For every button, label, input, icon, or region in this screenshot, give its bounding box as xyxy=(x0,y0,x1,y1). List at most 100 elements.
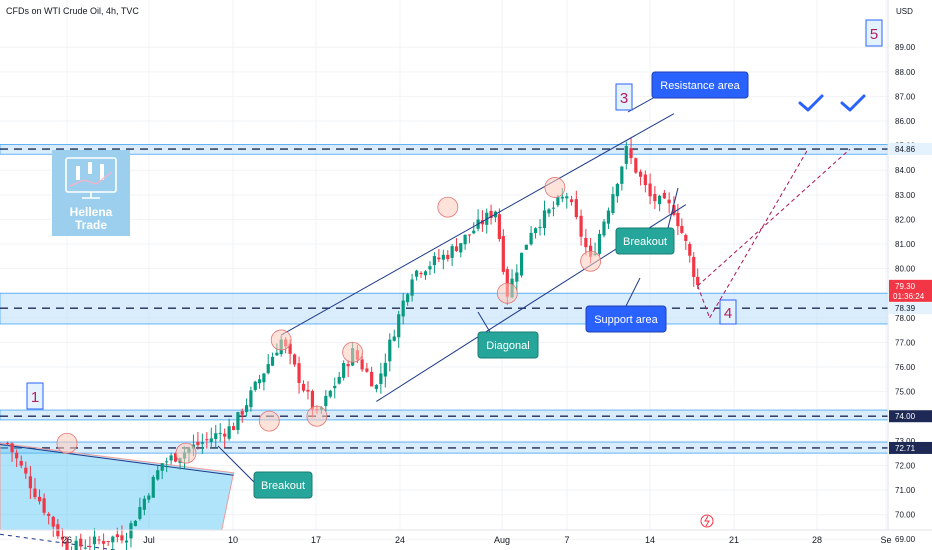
y-tick-label: 81.00 xyxy=(895,240,916,249)
x-tick-label: 17 xyxy=(311,535,321,545)
logo-line-1: Hellena xyxy=(70,205,113,219)
candle-body xyxy=(696,276,700,286)
candle-body xyxy=(406,294,410,303)
candle-body xyxy=(244,405,249,413)
candle-body xyxy=(432,256,437,266)
candle-body xyxy=(5,442,10,444)
price-tag xyxy=(889,302,932,315)
candle-body xyxy=(47,513,51,516)
candle-body xyxy=(42,498,46,513)
candle-body xyxy=(392,336,396,341)
candle-body xyxy=(124,540,129,543)
candle-body xyxy=(169,455,173,461)
candle-body xyxy=(151,476,155,498)
svg-text:4: 4 xyxy=(724,305,732,322)
price-axis[interactable]: USD 69.00 70.00 71.00 72.00 73.00 74.00 75.00 76… xyxy=(887,0,932,550)
price-tag xyxy=(889,143,932,156)
level-zone xyxy=(0,409,889,421)
candle-body xyxy=(19,460,23,466)
candle-body xyxy=(83,547,87,549)
candle-body xyxy=(615,183,619,197)
candle-body xyxy=(306,389,310,392)
y-tick-label: 72.00 xyxy=(895,461,916,470)
candle-body xyxy=(266,364,270,374)
y-tick-label: 76.00 xyxy=(895,363,916,372)
candle-body xyxy=(51,516,55,527)
currency-label: USD xyxy=(896,7,913,16)
candle-body xyxy=(232,426,236,431)
current-price-tag xyxy=(889,279,932,302)
candle-body xyxy=(236,412,240,430)
price-tag-label: 78.39 xyxy=(895,304,916,313)
candle-body xyxy=(346,364,350,367)
candle-body xyxy=(292,354,297,365)
candle-body xyxy=(79,538,83,547)
candle-body xyxy=(10,443,14,453)
projection-line xyxy=(697,148,851,287)
candle-body xyxy=(538,226,542,228)
candle-body xyxy=(383,362,387,377)
candle-body xyxy=(310,391,315,410)
candle-body xyxy=(680,225,684,233)
candle-body xyxy=(218,432,222,434)
breakout-bottom-pointer xyxy=(217,445,257,485)
candle-body xyxy=(65,541,69,550)
candle-body xyxy=(388,339,392,362)
lightning-icon[interactable] xyxy=(700,514,714,528)
candle-body xyxy=(88,546,92,548)
x-tick-label: 7 xyxy=(564,535,569,545)
resistance-area-label: Resistance area xyxy=(651,71,749,99)
candle-body xyxy=(360,359,364,370)
candle-body xyxy=(410,279,414,296)
candle-body xyxy=(270,356,275,366)
candle-body xyxy=(684,235,688,241)
candle-body xyxy=(379,373,383,385)
countdown-label: 01:36:24 xyxy=(893,292,925,301)
x-tick-label: 28 xyxy=(812,535,822,545)
candle-body xyxy=(138,507,142,519)
candle-body xyxy=(423,271,428,276)
candle-body xyxy=(257,379,262,384)
candle-body xyxy=(133,520,138,527)
candle-body xyxy=(688,243,692,256)
candle-body xyxy=(115,534,119,538)
time-axis[interactable]: 26 Jul 10 17 24 Aug 7 14 21 28 Se xyxy=(0,529,932,545)
swing-highlight xyxy=(342,341,364,363)
svg-text:Breakout: Breakout xyxy=(623,236,667,248)
zones xyxy=(0,143,889,550)
candle-body xyxy=(441,254,445,260)
y-tick-label: 70.00 xyxy=(895,511,916,520)
candle-body xyxy=(672,205,676,215)
candle-body xyxy=(515,272,519,282)
candle-body xyxy=(165,461,169,463)
projection-line xyxy=(697,285,711,318)
triangle-top-line xyxy=(0,444,234,476)
candle-body xyxy=(419,272,423,275)
swing-highlight xyxy=(175,442,197,464)
candle-body xyxy=(28,476,32,489)
projection-line xyxy=(709,148,809,319)
candle-body xyxy=(173,453,178,462)
candle-body xyxy=(374,385,378,389)
candle-body xyxy=(437,257,441,260)
y-tick-label: 80.00 xyxy=(895,265,916,274)
price-tag xyxy=(889,410,932,423)
checkmark-icon xyxy=(840,94,866,112)
candle-body xyxy=(560,196,564,199)
candle-body xyxy=(102,541,106,544)
y-tick-label: 84.00 xyxy=(895,166,916,175)
diagonal-label: Diagonal xyxy=(477,331,539,359)
svg-text:Support area: Support area xyxy=(594,314,658,326)
channel-upper-line xyxy=(280,113,675,336)
candle-body xyxy=(556,197,560,206)
candle-body xyxy=(33,488,37,498)
hellena-trade-logo: Hellena Trade xyxy=(52,150,130,236)
candle-body xyxy=(111,536,115,543)
x-tick-label: 14 xyxy=(645,535,655,545)
candle-body xyxy=(214,433,218,440)
y-tick-label: 75.00 xyxy=(895,388,916,397)
candle-body xyxy=(569,199,574,203)
candle-body xyxy=(519,252,524,276)
y-tick-label: 86.00 xyxy=(895,117,916,126)
swing-highlight xyxy=(258,410,280,432)
